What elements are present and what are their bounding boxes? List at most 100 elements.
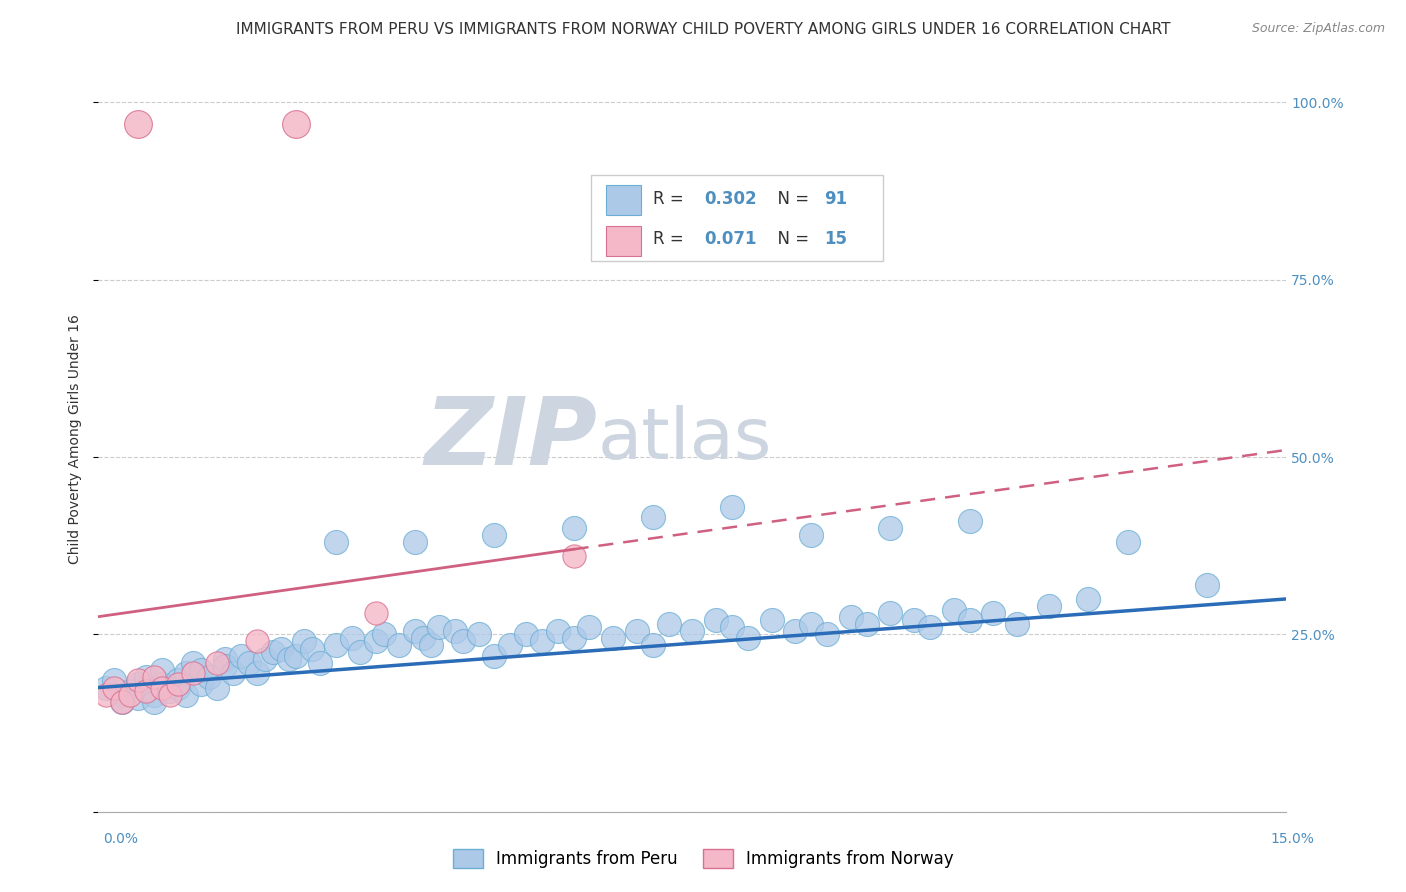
Point: [127, 673, 149, 688]
Point: [562, 549, 585, 564]
Point: [262, 645, 284, 659]
Point: [183, 666, 205, 681]
Point: [103, 673, 125, 688]
Point: [641, 510, 664, 524]
Point: [467, 627, 489, 641]
Point: [1005, 616, 1028, 631]
Point: [292, 634, 315, 648]
Point: [427, 620, 450, 634]
Point: [1116, 535, 1139, 549]
Point: [166, 681, 188, 695]
Point: [983, 606, 1005, 620]
Point: [111, 695, 134, 709]
Text: atlas: atlas: [598, 405, 772, 474]
Point: [135, 684, 157, 698]
Point: [127, 691, 149, 706]
Point: [111, 688, 134, 702]
Text: 0.071: 0.071: [704, 230, 756, 248]
Point: [815, 627, 838, 641]
Point: [159, 684, 181, 698]
Point: [959, 613, 981, 627]
Point: [246, 634, 269, 648]
Point: [285, 117, 308, 131]
Point: [721, 500, 744, 514]
Point: [484, 648, 506, 663]
Point: [150, 663, 173, 677]
Point: [602, 631, 624, 645]
Point: [166, 677, 188, 691]
Text: 15: 15: [824, 230, 848, 248]
Point: [159, 688, 181, 702]
Point: [800, 616, 823, 631]
Point: [839, 609, 862, 624]
Point: [340, 631, 363, 645]
Point: [530, 634, 553, 648]
Point: [285, 648, 308, 663]
FancyBboxPatch shape: [606, 186, 641, 215]
Point: [451, 634, 474, 648]
Text: 0.0%: 0.0%: [103, 832, 138, 846]
Point: [562, 631, 585, 645]
Point: [626, 624, 648, 638]
Point: [270, 641, 292, 656]
Point: [277, 652, 299, 666]
Point: [420, 638, 443, 652]
Point: [800, 528, 823, 542]
Point: [190, 663, 212, 677]
Point: [562, 521, 585, 535]
Point: [174, 688, 197, 702]
Point: [721, 620, 744, 634]
Point: [412, 631, 434, 645]
Point: [879, 521, 901, 535]
Point: [325, 638, 347, 652]
Point: [444, 624, 467, 638]
Point: [96, 688, 118, 702]
Point: [142, 688, 165, 702]
Point: [150, 681, 173, 695]
Point: [484, 528, 506, 542]
Point: [1077, 591, 1099, 606]
Point: [942, 602, 965, 616]
Point: [388, 638, 411, 652]
FancyBboxPatch shape: [606, 226, 641, 255]
Point: [301, 641, 323, 656]
Point: [903, 613, 925, 627]
Point: [214, 652, 236, 666]
Text: 0.302: 0.302: [704, 190, 756, 208]
Text: R =: R =: [654, 190, 689, 208]
Point: [238, 656, 260, 670]
Point: [229, 648, 252, 663]
Point: [920, 620, 942, 634]
Point: [1038, 599, 1060, 613]
Point: [404, 624, 426, 638]
Point: [578, 620, 600, 634]
Point: [111, 695, 134, 709]
Point: [135, 670, 157, 684]
Point: [246, 666, 269, 681]
Point: [222, 666, 245, 681]
Point: [198, 670, 221, 684]
Point: [207, 681, 229, 695]
Point: [879, 606, 901, 620]
Point: [166, 673, 188, 688]
Point: [142, 695, 165, 709]
Point: [373, 627, 395, 641]
Point: [761, 613, 783, 627]
Point: [641, 638, 664, 652]
Point: [120, 684, 142, 698]
Point: [174, 666, 197, 681]
Point: [325, 535, 347, 549]
Point: [658, 616, 681, 631]
Point: [103, 681, 125, 695]
Point: [135, 681, 157, 695]
Point: [183, 656, 205, 670]
Text: N =: N =: [768, 230, 814, 248]
Point: [120, 688, 142, 702]
Text: 15.0%: 15.0%: [1271, 832, 1315, 846]
Point: [364, 634, 387, 648]
Point: [142, 670, 165, 684]
Point: [704, 613, 727, 627]
Point: [349, 645, 371, 659]
FancyBboxPatch shape: [592, 175, 883, 260]
Point: [547, 624, 569, 638]
